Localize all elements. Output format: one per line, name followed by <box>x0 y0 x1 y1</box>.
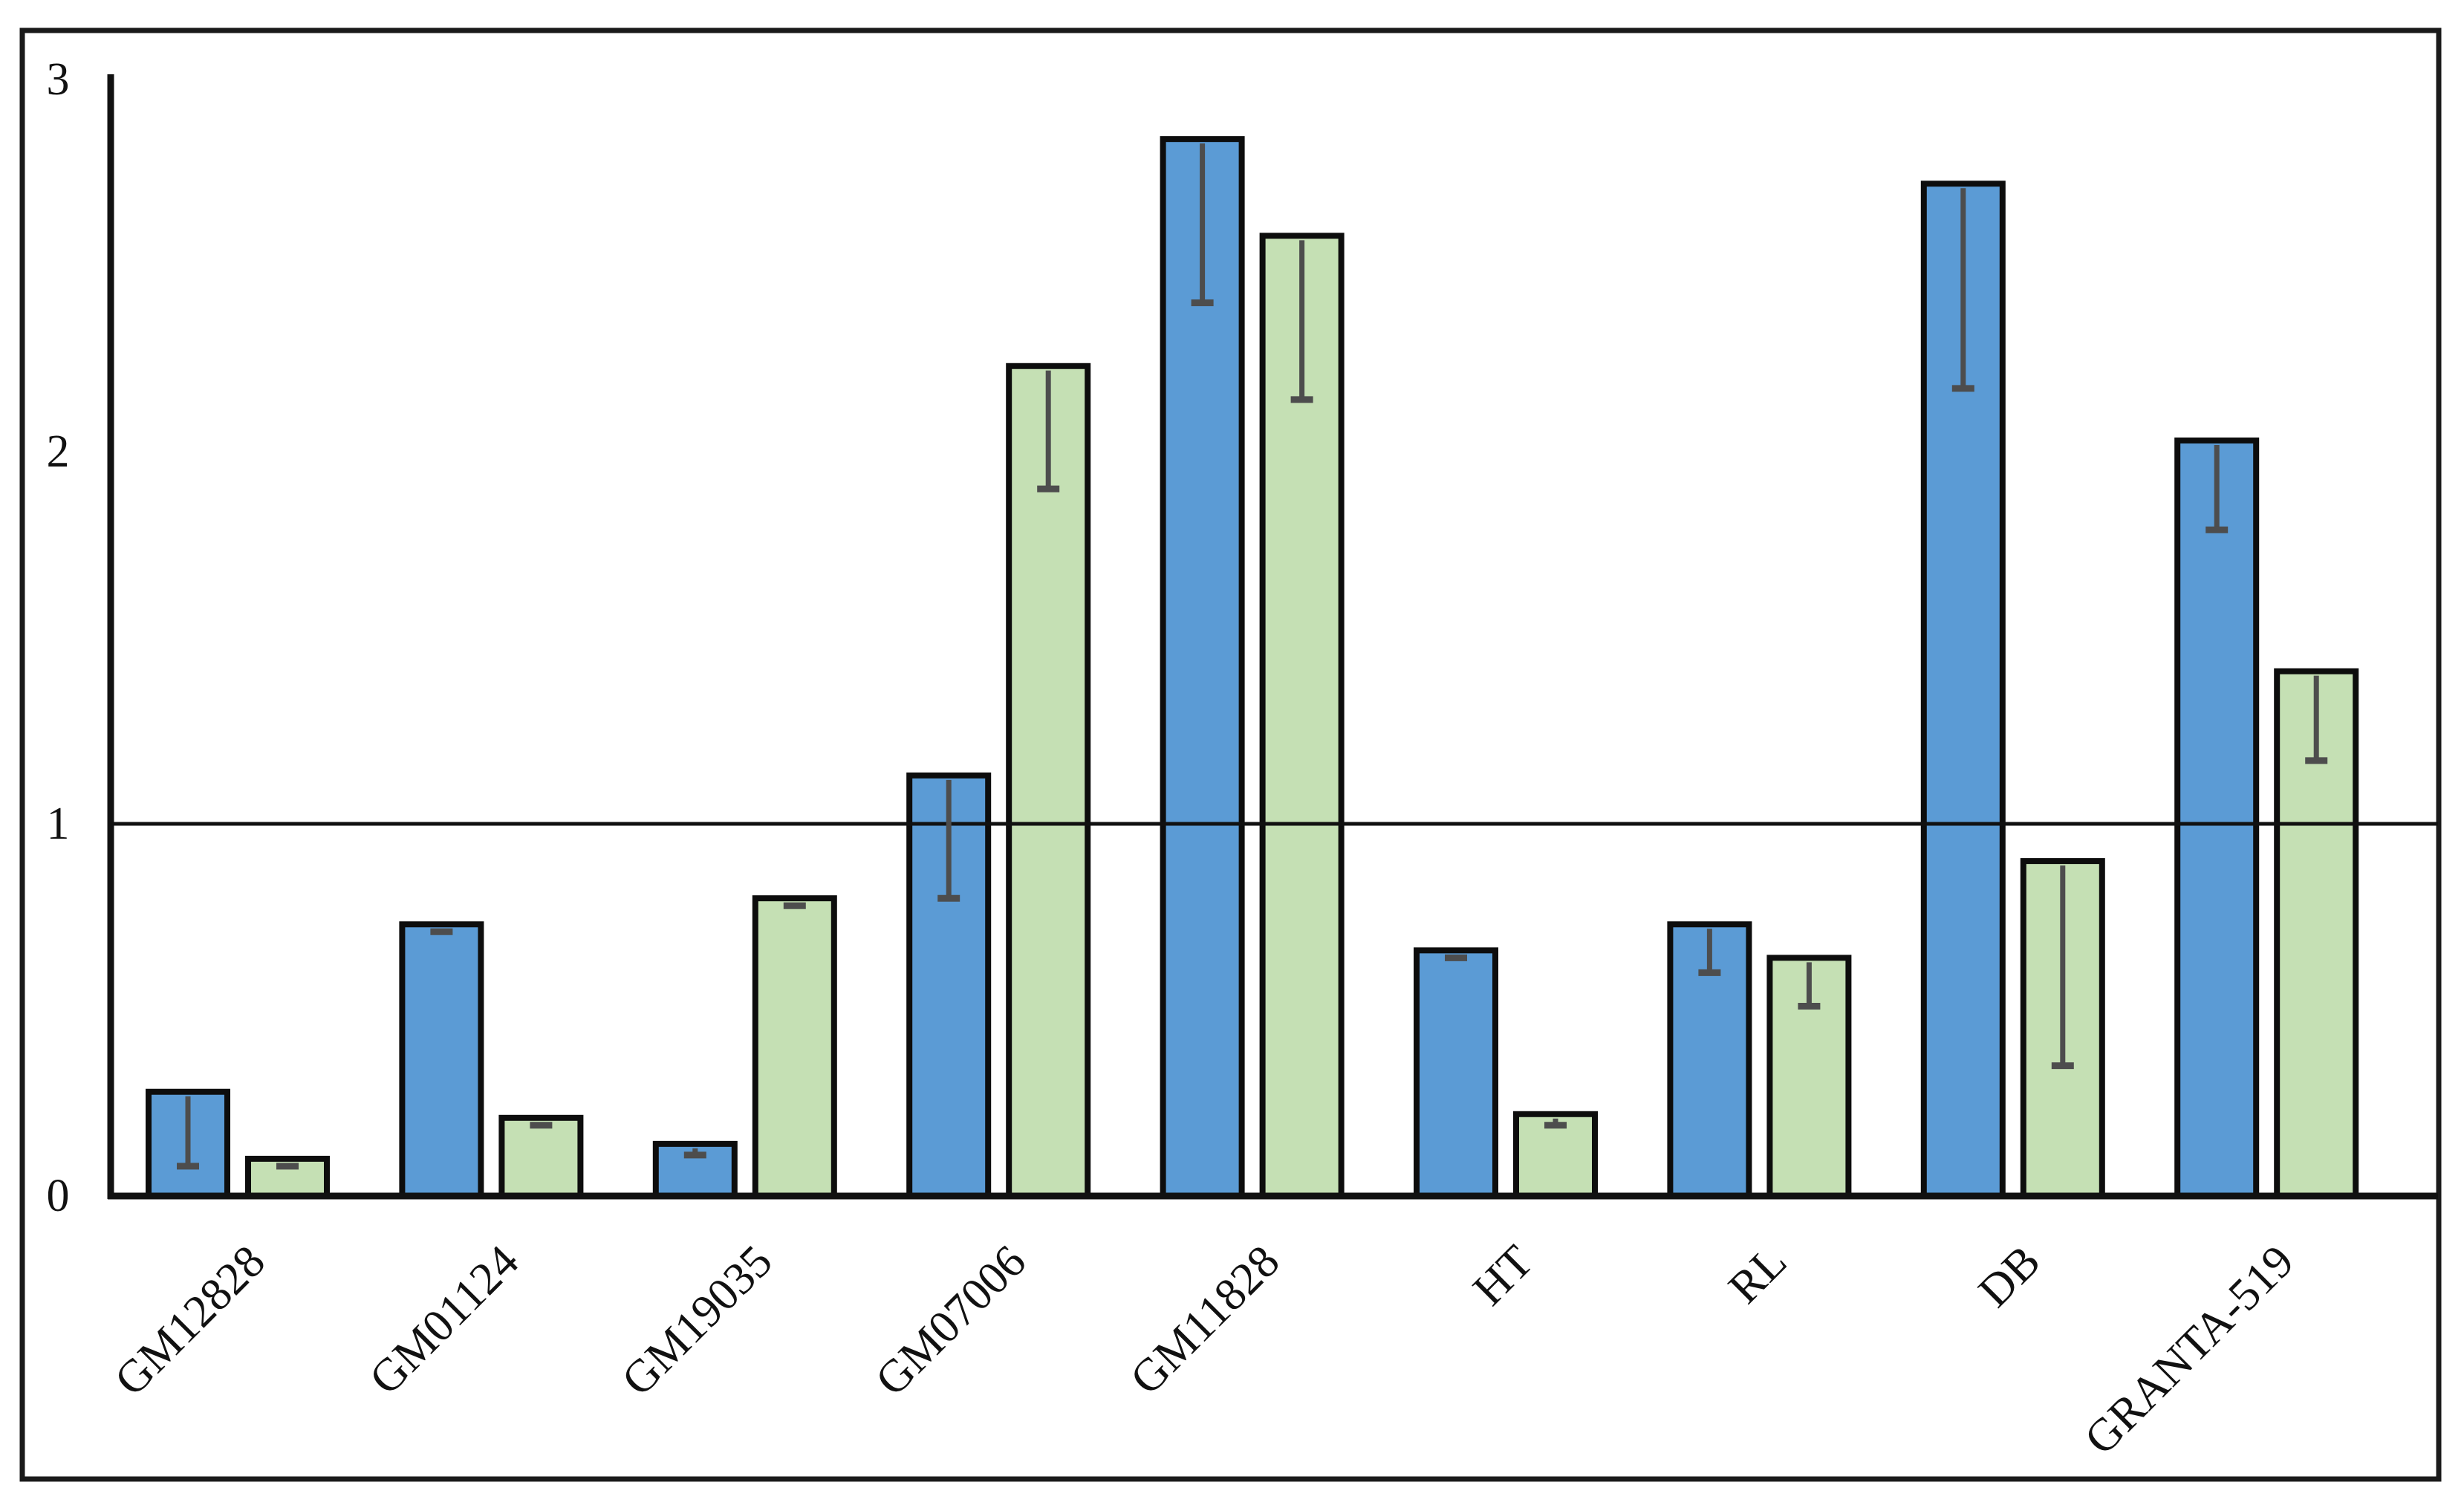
bar-GM01124-series-blue <box>399 921 484 1200</box>
x-axis-label: GM11828 <box>1121 1236 1290 1405</box>
y-tick-label: 1 <box>47 799 70 849</box>
chart-border <box>19 27 2442 1482</box>
x-axis-label: DB <box>1969 1236 2050 1317</box>
bar-GRANTA-519-series-blue <box>2174 437 2260 1199</box>
bar-HT-series-green <box>1513 1111 1598 1200</box>
x-axis-label: GRANTA-519 <box>2075 1236 2304 1465</box>
bar-HT-series-blue <box>1414 947 1498 1199</box>
x-axis-label: GM01124 <box>360 1236 529 1405</box>
x-axis-label: GM12828 <box>105 1236 275 1405</box>
bar-GM11828-series-blue <box>1160 136 1245 1199</box>
bar-GM01124-series-green <box>498 1114 584 1200</box>
x-axis-label: GM07006 <box>866 1236 1036 1405</box>
bar-GM07006-series-green <box>1006 363 1091 1199</box>
y-tick-label: 2 <box>47 426 70 477</box>
y-tick-label: 3 <box>47 54 70 105</box>
x-axis-label: HT <box>1463 1236 1543 1316</box>
y-tick-label: 0 <box>47 1171 70 1221</box>
x-axis-label: RL <box>1719 1236 1796 1313</box>
x-axis-label: GM19035 <box>612 1236 781 1405</box>
bar-GM19035-series-green <box>752 895 837 1199</box>
